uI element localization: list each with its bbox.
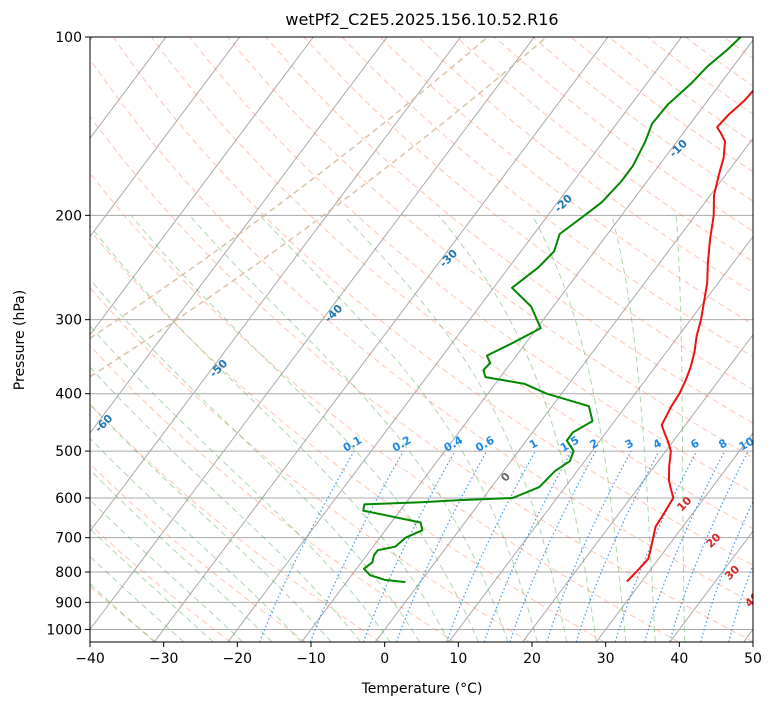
mixing-ratio-label: 13: [766, 435, 775, 454]
mixing-ratio-line: [446, 450, 536, 642]
x-tick-label: 10: [449, 651, 467, 667]
mixing-ratio-line: [546, 450, 632, 642]
moist-adiabat: [90, 278, 420, 642]
isotherm-label: -70: [0, 467, 1, 490]
moist-adiabat: [90, 528, 214, 642]
mixing-ratio-line: [509, 450, 597, 642]
y-tick-label: 800: [55, 565, 82, 581]
moist-adiabat: [90, 555, 185, 642]
mixing-ratio-line: [259, 450, 355, 642]
moist-adiabat: [611, 215, 656, 642]
mixing-ratio-line: [728, 563, 753, 642]
moist-adiabat: [90, 583, 155, 642]
dry-adiabat: [90, 172, 680, 642]
dry-adiabat: [90, 344, 455, 642]
y-tick-label: 300: [55, 313, 82, 329]
y-tick-label: 200: [55, 208, 82, 224]
reference-lines: [90, 37, 775, 642]
reference-curve: [90, 37, 548, 378]
moist-adiabat: [90, 499, 244, 642]
chart-title: wetPf2_C2E5.2025.156.10.52.R16: [285, 10, 558, 30]
y-tick-label: 1000: [46, 622, 82, 638]
y-tick-label: 400: [55, 387, 82, 403]
isotherm-line: [90, 37, 241, 238]
x-tick-label: 50: [744, 651, 762, 667]
mixing-ratio-line: [575, 450, 660, 642]
isotherm-line: [374, 137, 753, 642]
dry-adiabat: [90, 115, 753, 642]
moist-adiabat: [259, 214, 538, 642]
reference-labels: 0.10.20.40.611.52346810131620253036-100-…: [0, 137, 775, 610]
x-tick-label: 40: [670, 651, 688, 667]
mixing-ratio-line: [483, 450, 573, 642]
plot-frame: [89, 36, 754, 643]
theta-e-label: 40: [742, 590, 762, 610]
dry-adiabat: [112, 37, 753, 566]
dry-adiabat: [761, 37, 775, 642]
isotherm-line: [301, 39, 753, 642]
y-tick-label: 600: [55, 491, 82, 507]
moist-adiabat: [90, 366, 361, 642]
temperature-profile: [626, 89, 753, 583]
sounding-series: [362, 37, 753, 584]
moist-adiabat: [531, 215, 627, 642]
y-tick-label: 900: [55, 595, 82, 611]
x-tick-label: −10: [296, 651, 326, 667]
reference-curve: [90, 37, 489, 340]
x-tick-label: −40: [75, 651, 105, 667]
x-tick-label: −30: [149, 651, 179, 667]
dry-adiabat: [265, 37, 753, 424]
dry-adiabat: [90, 58, 753, 604]
dry-adiabat: [90, 403, 381, 642]
dewpoint-profile: [362, 37, 742, 584]
dry-adiabat: [151, 37, 753, 530]
moist-adiabat: [438, 214, 597, 642]
x-axis-title: Temperature (°C): [361, 681, 483, 697]
moist-adiabat: [343, 214, 568, 642]
isotherm-line: [227, 37, 683, 642]
isotherm-line: [90, 37, 314, 336]
moist-adiabat: [90, 225, 450, 642]
dry-adiabat: [90, 286, 530, 642]
y-axis-title: Pressure (hPa): [12, 290, 28, 390]
isotherm-line: [90, 37, 535, 631]
x-tick-label: 30: [597, 651, 615, 667]
mixing-ratio-line: [362, 450, 456, 642]
isotherm-line: [153, 37, 609, 642]
x-tick-label: 0: [380, 651, 389, 667]
plot-background: [90, 37, 753, 642]
dry-adiabat: [90, 229, 605, 642]
moist-adiabat: [675, 215, 686, 642]
mixing-ratio-line: [760, 451, 775, 642]
moist-adiabat: [90, 325, 391, 642]
isotherm-line: [90, 37, 388, 434]
y-tick-label: 500: [55, 444, 82, 460]
dry-adiabat: [90, 463, 306, 642]
moist-adiabat: [90, 403, 332, 642]
y-tick-label: 700: [55, 531, 82, 547]
x-tick-label: −20: [223, 651, 253, 667]
mixing-ratio-line: [669, 450, 749, 642]
mixing-ratio-line: [614, 450, 698, 642]
isotherm-line: [90, 37, 462, 533]
mixing-ratio-line: [396, 450, 488, 642]
mixing-ratio-line: [309, 450, 405, 642]
dry-adiabat: [90, 585, 157, 642]
x-tick-label: 20: [523, 651, 541, 667]
dry-adiabat: [341, 37, 753, 358]
mixing-ratio-line: [700, 500, 753, 642]
moist-adiabat: [130, 214, 479, 642]
mixing-ratio-line: [644, 450, 726, 642]
y-tick-label: 100: [55, 30, 82, 46]
isotherm-line: [595, 432, 753, 642]
axes: −40 −30 −20 −10 0 10 20 30 40 50 100 200 300 400 500 60…: [46, 30, 762, 667]
isotherm-line: [669, 530, 753, 642]
isotherm-line: [522, 333, 753, 642]
mixing-ratio-label: 10: [737, 434, 757, 453]
dry-adiabat: [303, 37, 753, 391]
